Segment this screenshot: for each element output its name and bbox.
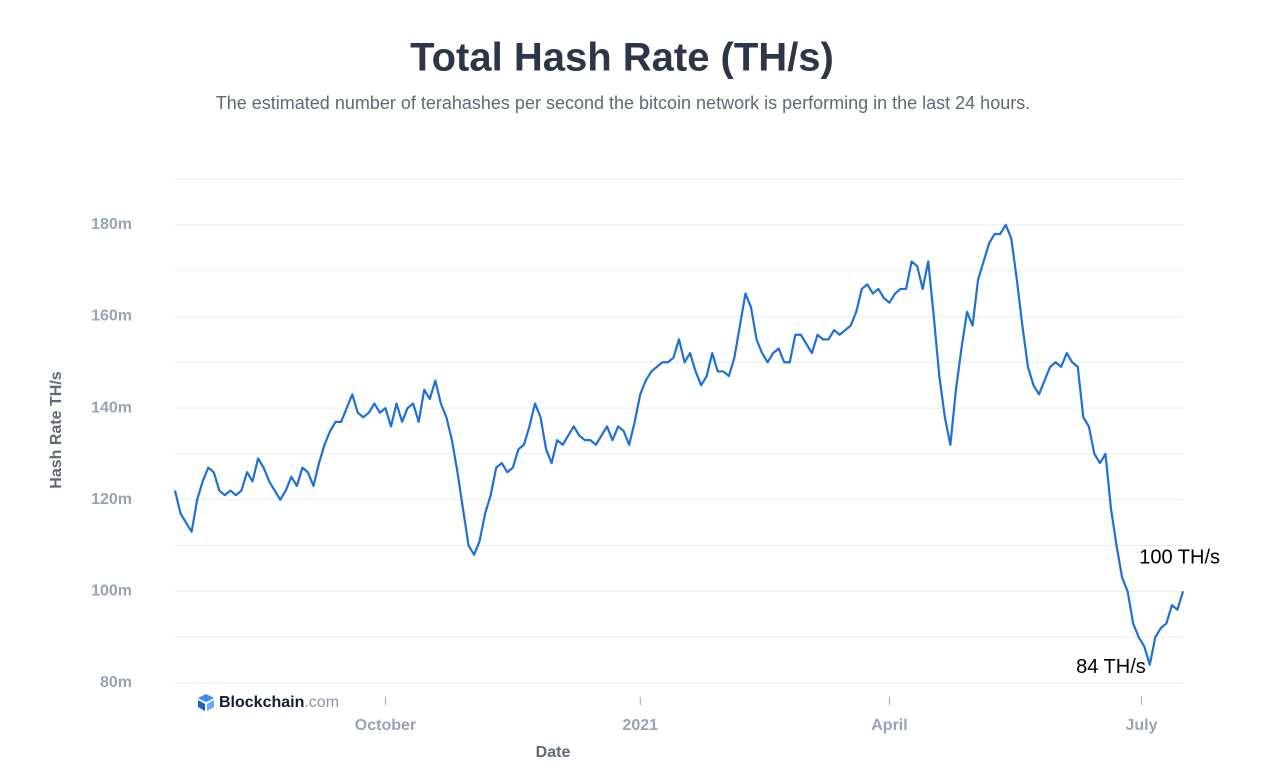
logo-icon bbox=[198, 694, 214, 702]
y-tick-label: 140m bbox=[91, 399, 132, 416]
x-tick-label: April bbox=[871, 717, 907, 734]
y-tick-label: 100m bbox=[91, 583, 132, 600]
brand-name: Blockchain bbox=[219, 694, 304, 711]
y-tick-label: 80m bbox=[100, 674, 132, 691]
y-tick-label: 160m bbox=[91, 308, 132, 325]
annotation: 84 TH/s bbox=[1076, 656, 1146, 678]
x-tick-label: 2021 bbox=[622, 717, 658, 734]
x-axis-label: Date bbox=[536, 744, 571, 761]
chart-subtitle: The estimated number of terahashes per s… bbox=[216, 93, 1030, 113]
x-tick-label: October bbox=[355, 717, 416, 734]
brand-name: Blockchain.com bbox=[219, 694, 339, 711]
brand-logo: Blockchain.com bbox=[198, 694, 339, 711]
annotation: 100 TH/s bbox=[1139, 547, 1220, 569]
logo-icon bbox=[207, 700, 214, 711]
logo-icon bbox=[198, 700, 205, 711]
chart-title: Total Hash Rate (TH/s) bbox=[410, 36, 834, 80]
data-line bbox=[173, 223, 1185, 666]
y-tick-label: 180m bbox=[91, 216, 132, 233]
brand-suffix: .com bbox=[304, 694, 339, 711]
x-tick-label: July bbox=[1125, 717, 1157, 734]
y-tick-label: 120m bbox=[91, 491, 132, 508]
y-axis-label: Hash Rate TH/s bbox=[48, 371, 65, 488]
